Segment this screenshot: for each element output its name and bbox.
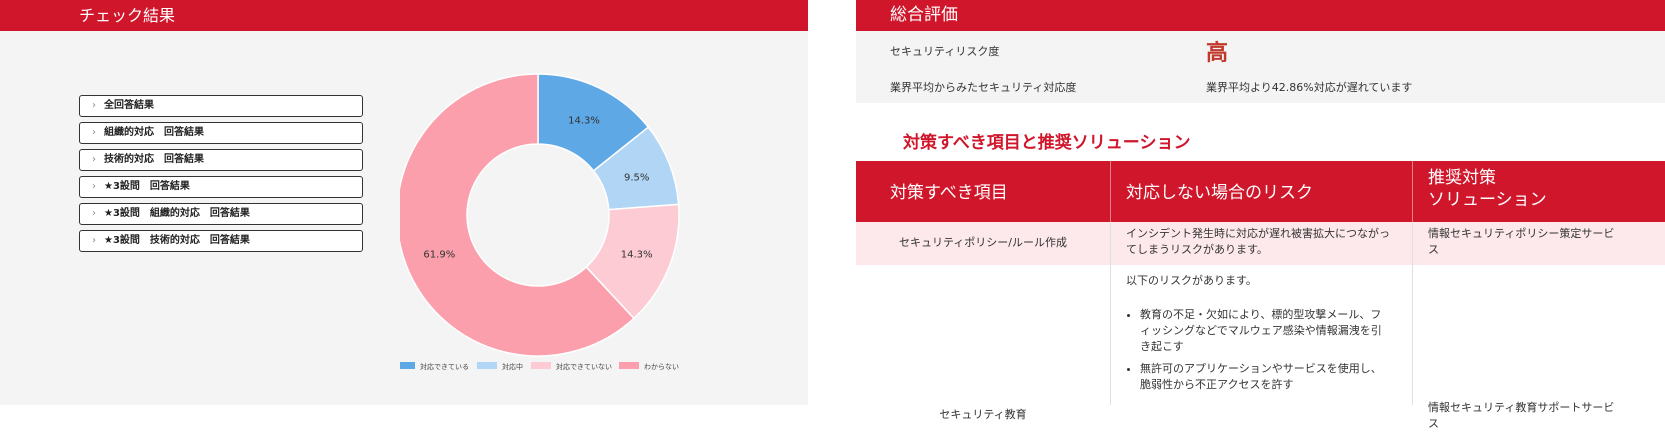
solution-text: 情報セキュリティポリシー策定サービ <box>1428 227 1615 240</box>
risk-intro: 以下のリスクがあります。 <box>1126 274 1257 287</box>
accordion-label: 組織的対応 回答結果 <box>104 127 204 138</box>
table-row: セキュリティ教育 以下のリスクがあります。 教育の不足・欠如により、標的型攻撃メ… <box>856 265 1665 430</box>
chevron-right-icon: › <box>92 208 96 219</box>
chevron-right-icon: › <box>92 235 96 246</box>
header-recommended-line2: ソリューション <box>1428 190 1547 210</box>
legend-swatch <box>531 362 551 369</box>
chevron-right-icon: › <box>92 100 96 111</box>
solution-text: ス <box>1428 417 1439 430</box>
legend-label: 対応できていない <box>556 362 612 371</box>
header-recommended: 推奨対策 ソリューション <box>1428 167 1547 211</box>
chevron-right-icon: › <box>92 127 96 138</box>
accordion-label: ★3設問 回答結果 <box>104 181 190 192</box>
accordion-label: ★3設問 組織的対応 回答結果 <box>104 208 250 219</box>
row-solution: 情報セキュリティポリシー策定サービ ス <box>1428 226 1614 258</box>
column-divider <box>1110 222 1111 265</box>
legend-label: わからない <box>644 363 679 371</box>
risk-item: 教育の不足・欠如により、標的型攻撃メール、フ ィッシングなどでマルウェア感染や情… <box>1140 307 1401 355</box>
row-item: セキュリティ教育 <box>939 408 1027 421</box>
accordion-all-results[interactable]: › 全回答結果 <box>79 95 363 117</box>
chevron-right-icon: › <box>92 154 96 165</box>
column-divider <box>1412 161 1413 222</box>
risk-item: 無許可のアプリケーションやサービスを使用し、 脆弱性から不正アクセスを許す <box>1140 361 1401 393</box>
risk-list: 教育の不足・欠如により、標的型攻撃メール、フ ィッシングなどでマルウェア感染や情… <box>1126 307 1401 393</box>
accordion-star3-technical-results[interactable]: › ★3設問 技術的対応 回答結果 <box>79 230 363 252</box>
check-results-panel: チェック結果 › 全回答結果 › 組織的対応 回答結果 › 技術的対応 回答結果 › ★… <box>0 0 808 405</box>
accordion-label: 技術的対応 回答結果 <box>104 154 204 165</box>
countermeasures-section-title: 対策すべき項目と推奨ソリューション <box>903 133 1191 153</box>
risk-level-row: セキュリティリスク度 高 <box>856 31 1665 67</box>
solution-text: ス <box>1428 243 1439 256</box>
overall-evaluation-title: 総合評価 <box>856 0 1665 31</box>
risk-text: てしまうリスクがあります。 <box>1126 243 1268 256</box>
header-recommended-line1: 推奨対策 <box>1428 168 1496 188</box>
table-header: 対策すべき項目 対応しない場合のリスク 推奨対策 ソリューション <box>856 161 1665 222</box>
chevron-right-icon: › <box>92 181 96 192</box>
solution-text: 情報セキュリティ教育サポートサービ <box>1428 401 1615 414</box>
industry-comparison-label: 業界平均からみたセキュリティ対応度 <box>890 81 1077 94</box>
check-results-title: チェック結果 <box>0 0 808 31</box>
column-divider <box>1412 265 1413 405</box>
legend-swatch <box>400 362 415 369</box>
industry-comparison-row: 業界平均からみたセキュリティ対応度 業界平均より42.86%対応が遅れています <box>856 67 1665 103</box>
countermeasures-table: 対策すべき項目 対応しない場合のリスク 推奨対策 ソリューション セキュリティポ… <box>856 161 1665 430</box>
legend-label: 対応中 <box>502 362 523 371</box>
risk-text: インシデント発生時に対応が遅れ被害拡大につながっ <box>1126 227 1390 240</box>
industry-comparison-value: 業界平均より42.86%対応が遅れています <box>1206 81 1413 94</box>
slice-label: 61.9% <box>423 250 455 261</box>
accordion-organizational-results[interactable]: › 組織的対応 回答結果 <box>79 122 363 144</box>
risk-level-label: セキュリティリスク度 <box>890 45 1000 58</box>
column-divider <box>1110 161 1111 222</box>
response-donut-chart: 14.3% 9.5% 14.3% 61.9% 対応できている 対応中 対応できていない わから… <box>400 73 680 371</box>
accordion-label: ★3設問 技術的対応 回答結果 <box>104 235 250 246</box>
legend-swatch <box>619 362 639 369</box>
overall-evaluation-panel: 総合評価 セキュリティリスク度 高 業界平均からみたセキュリティ対応度 業界平均… <box>856 0 1665 430</box>
row-risk: インシデント発生時に対応が遅れ被害拡大につながっ てしまうリスクがあります。 <box>1126 226 1390 258</box>
header-item: 対策すべき項目 <box>890 183 1008 203</box>
accordion-label: 全回答結果 <box>104 100 154 111</box>
accordion-star3-results[interactable]: › ★3設問 回答結果 <box>79 176 363 198</box>
column-divider <box>1412 222 1413 265</box>
row-risk: 以下のリスクがあります。 教育の不足・欠如により、標的型攻撃メール、フ ィッシン… <box>1126 273 1401 399</box>
slice-label: 14.3% <box>568 116 600 127</box>
donut-slice <box>400 73 635 357</box>
evaluation-summary: セキュリティリスク度 高 業界平均からみたセキュリティ対応度 業界平均より42.… <box>856 31 1665 103</box>
column-divider <box>1110 265 1111 405</box>
risk-level-value: 高 <box>1206 41 1229 66</box>
slice-label: 14.3% <box>621 250 653 261</box>
slice-label: 9.5% <box>624 172 649 183</box>
legend-swatch <box>477 362 497 369</box>
accordion-technical-results[interactable]: › 技術的対応 回答結果 <box>79 149 363 171</box>
table-row: セキュリティポリシー/ルール作成 インシデント発生時に対応が遅れ被害拡大につなが… <box>856 222 1665 265</box>
legend-label: 対応できている <box>420 362 469 371</box>
accordion-star3-organizational-results[interactable]: › ★3設問 組織的対応 回答結果 <box>79 203 363 225</box>
header-risk: 対応しない場合のリスク <box>1126 183 1313 203</box>
row-item: セキュリティポリシー/ルール作成 <box>898 236 1068 249</box>
